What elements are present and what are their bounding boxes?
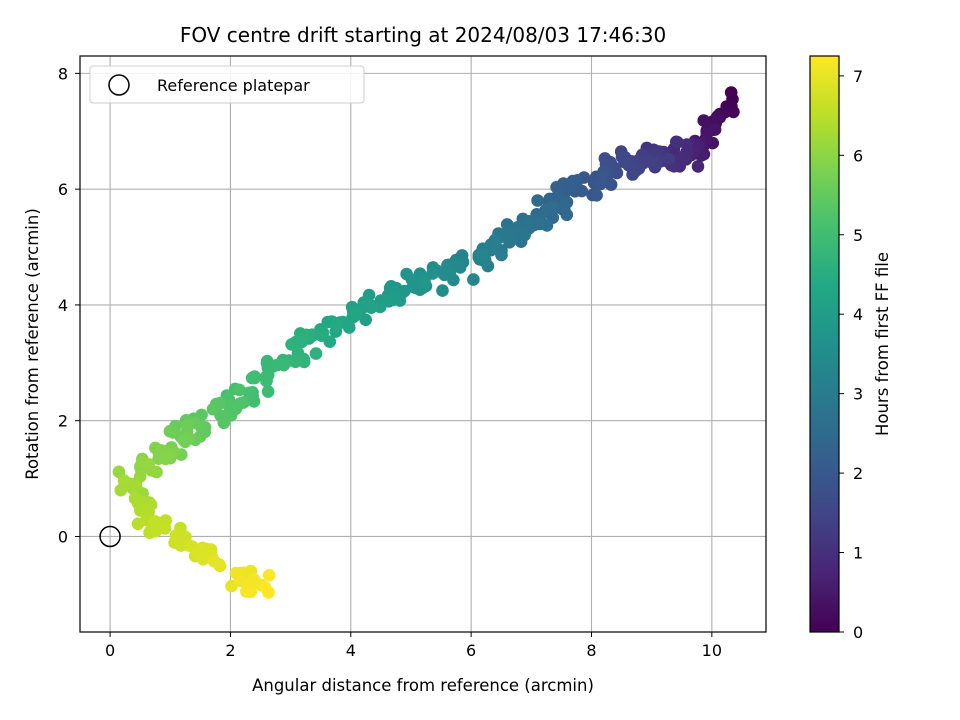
data-point [349, 307, 363, 321]
x-axis-ticks: 0 2 4 6 8 10 [105, 632, 722, 660]
x-tick-label: 4 [346, 641, 356, 660]
data-point [418, 276, 432, 290]
data-point [488, 237, 502, 250]
legend-label: Reference platepar [157, 76, 310, 95]
data-point [566, 174, 580, 188]
y-tick-label: 4 [58, 296, 68, 315]
data-point [365, 299, 379, 313]
data-point [260, 374, 273, 388]
data-point [262, 586, 275, 599]
data-point [359, 313, 373, 327]
y-tick-label: 8 [58, 64, 68, 83]
data-point [550, 180, 563, 194]
data-point [342, 321, 356, 334]
data-point [234, 397, 247, 410]
data-point [495, 248, 508, 262]
data-point [172, 529, 186, 543]
colorbar-tick-label: 2 [853, 464, 863, 483]
data-point [331, 318, 344, 332]
data-point [244, 585, 258, 598]
data-point [148, 515, 162, 528]
data-point [558, 199, 571, 213]
colorbar-ticks: 0 1 2 3 4 5 6 7 [839, 67, 863, 642]
data-point [697, 114, 710, 127]
colorbar-tick-label: 5 [853, 226, 863, 245]
data-point [531, 194, 544, 207]
data-point [245, 371, 259, 385]
data-point [618, 155, 631, 169]
data-point [642, 155, 656, 168]
data-point [590, 189, 603, 202]
data-point [129, 480, 143, 494]
data-point [262, 569, 276, 582]
data-point [260, 357, 274, 370]
data-point [289, 355, 302, 369]
data-points [112, 86, 740, 599]
data-point [476, 248, 490, 262]
x-tick-label: 0 [105, 641, 115, 660]
data-point [467, 273, 480, 286]
colorbar: 0 1 2 3 4 5 6 7 Hours from first FF file [809, 55, 892, 642]
data-point [295, 335, 309, 349]
x-tick-label: 10 [702, 641, 722, 660]
data-point [163, 424, 177, 438]
data-point [285, 338, 298, 351]
colorbar-tick-label: 0 [853, 623, 863, 642]
data-point [142, 458, 156, 471]
data-point [662, 152, 676, 166]
legend-marker-open-circle [108, 74, 130, 96]
data-point [452, 258, 466, 272]
data-point [242, 386, 256, 400]
data-point [503, 236, 516, 249]
data-point [309, 347, 323, 360]
colorbar-tick-label: 7 [853, 67, 863, 86]
x-tick-label: 2 [225, 641, 235, 660]
x-axis-label: Angular distance from reference (arcmin) [252, 676, 594, 695]
data-point [604, 178, 618, 191]
data-point [114, 483, 128, 497]
data-point [213, 558, 226, 571]
data-point [131, 517, 145, 531]
colorbar-tick-label: 6 [853, 146, 863, 165]
colorbar-tick-label: 3 [853, 385, 863, 404]
data-point [177, 434, 191, 447]
y-axis-label: Rotation from reference (arcmin) [23, 208, 42, 480]
data-point [159, 452, 172, 466]
y-tick-label: 6 [58, 180, 68, 199]
data-point [500, 218, 514, 231]
colorbar-tick-label: 1 [853, 544, 863, 563]
reference-platepar-marker [99, 525, 121, 548]
data-point [261, 385, 275, 398]
data-point [533, 217, 547, 231]
colorbar-bar [809, 55, 840, 633]
data-point [408, 277, 421, 291]
colorbar-label: Hours from first FF file [873, 252, 892, 436]
x-tick-label: 8 [586, 641, 596, 660]
data-point [206, 402, 220, 416]
data-point [671, 136, 684, 149]
plot-frame [79, 55, 767, 633]
data-point [680, 138, 694, 151]
data-point [158, 522, 172, 535]
legend: Reference platepar [89, 65, 365, 104]
colorbar-tick-label: 4 [853, 305, 863, 324]
y-tick-label: 0 [58, 527, 68, 546]
data-point [596, 169, 609, 182]
x-tick-label: 6 [466, 641, 476, 660]
data-point [277, 358, 291, 372]
y-axis-ticks: 0 2 4 6 8 [58, 64, 80, 546]
data-point [436, 284, 449, 297]
data-point [297, 355, 311, 369]
data-point [217, 416, 231, 430]
data-point [545, 200, 559, 214]
data-point [691, 160, 705, 173]
data-point [233, 383, 246, 397]
y-tick-label: 2 [58, 412, 68, 431]
data-point [117, 474, 131, 487]
chart-title: FOV centre drift starting at 2024/08/03 … [180, 23, 666, 47]
data-point [181, 419, 194, 432]
legend-box [89, 65, 365, 104]
